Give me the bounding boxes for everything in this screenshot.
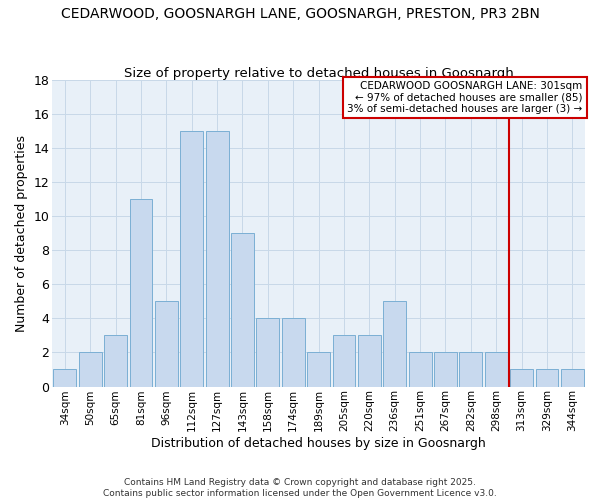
Bar — [561, 370, 584, 386]
Bar — [409, 352, 431, 386]
Bar — [460, 352, 482, 386]
Text: Contains HM Land Registry data © Crown copyright and database right 2025.
Contai: Contains HM Land Registry data © Crown c… — [103, 478, 497, 498]
Bar — [307, 352, 330, 386]
Bar — [536, 370, 559, 386]
Bar — [358, 336, 381, 386]
Bar — [79, 352, 101, 386]
Bar — [434, 352, 457, 386]
Bar — [256, 318, 279, 386]
Bar — [485, 352, 508, 386]
Text: CEDARWOOD, GOOSNARGH LANE, GOOSNARGH, PRESTON, PR3 2BN: CEDARWOOD, GOOSNARGH LANE, GOOSNARGH, PR… — [61, 8, 539, 22]
Text: CEDARWOOD GOOSNARGH LANE: 301sqm
← 97% of detached houses are smaller (85)
3% of: CEDARWOOD GOOSNARGH LANE: 301sqm ← 97% o… — [347, 81, 583, 114]
Bar — [181, 130, 203, 386]
Bar — [104, 336, 127, 386]
Title: Size of property relative to detached houses in Goosnargh: Size of property relative to detached ho… — [124, 66, 514, 80]
Bar — [383, 302, 406, 386]
Bar — [510, 370, 533, 386]
Bar — [282, 318, 305, 386]
Y-axis label: Number of detached properties: Number of detached properties — [15, 134, 28, 332]
Bar — [130, 199, 152, 386]
Bar — [155, 302, 178, 386]
Bar — [206, 130, 229, 386]
Bar — [231, 233, 254, 386]
Bar — [53, 370, 76, 386]
X-axis label: Distribution of detached houses by size in Goosnargh: Distribution of detached houses by size … — [151, 437, 486, 450]
Bar — [332, 336, 355, 386]
